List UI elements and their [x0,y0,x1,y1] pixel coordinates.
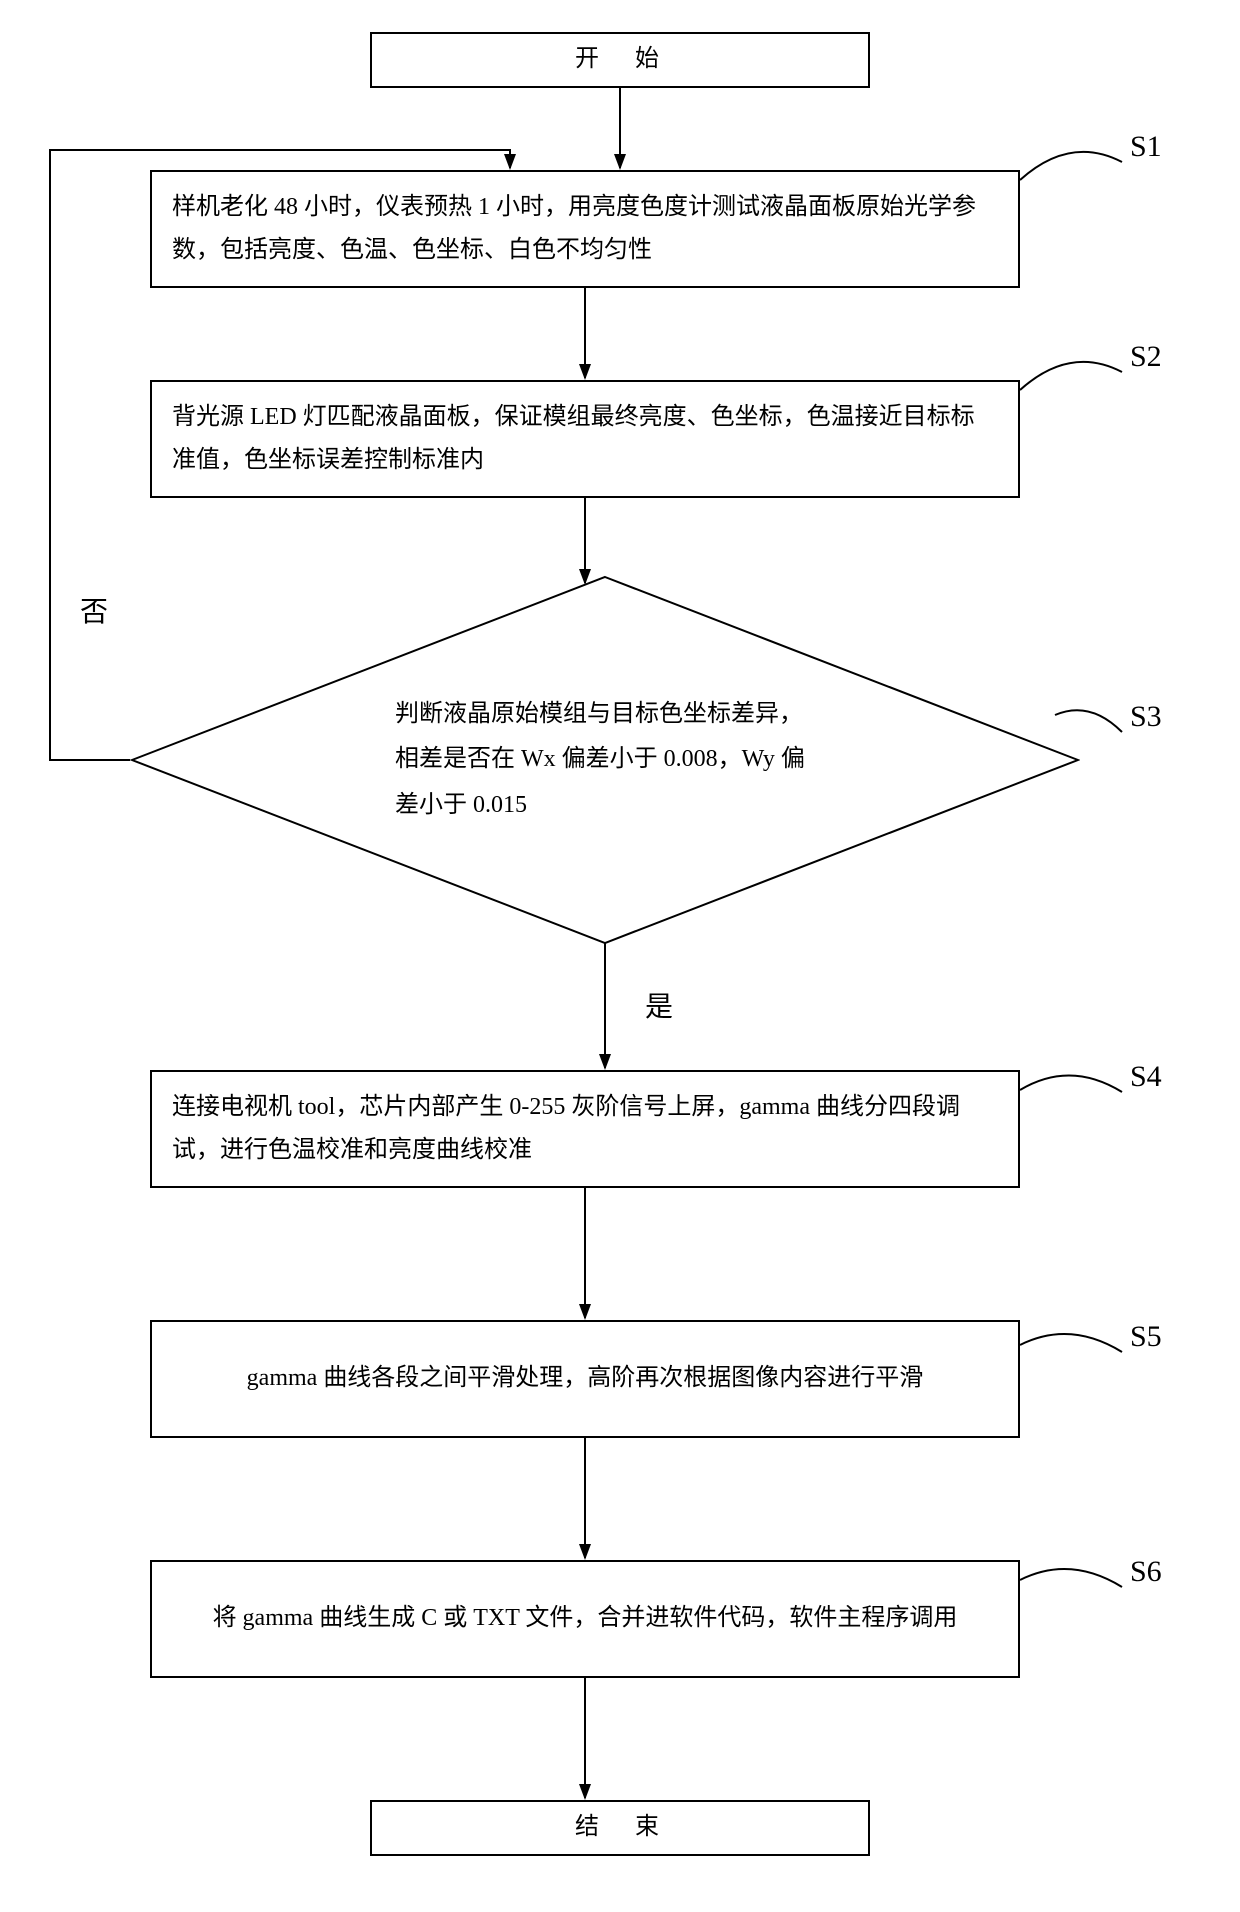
step-label-s3-text: S3 [1130,700,1162,733]
node-s5-text: gamma 曲线各段之间平滑处理，高阶再次根据图像内容进行平滑 [247,1357,924,1400]
node-s6: 将 gamma 曲线生成 C 或 TXT 文件，合并进软件代码，软件主程序调用 [150,1560,1020,1678]
node-start: 开 始 [370,32,870,88]
node-end: 结 束 [370,1800,870,1856]
node-s2-text: 背光源 LED 灯匹配液晶面板，保证模组最终亮度、色坐标，色温接近目标标准值，色… [172,396,998,482]
step-label-s1: S1 [1130,130,1162,164]
node-s4: 连接电视机 tool，芯片内部产生 0-255 灰阶信号上屏，gamma 曲线分… [150,1070,1020,1188]
node-s1-text: 样机老化 48 小时，仪表预热 1 小时，用亮度色度计测试液晶面板原始光学参数，… [172,186,998,272]
step-label-s4-text: S4 [1130,1060,1162,1093]
edge-label-yes-text: 是 [645,992,673,1023]
node-s3: 判断液晶原始模组与目标色坐标差异，相差是否在 Wx 偏差小于 0.008，Wy … [130,575,1080,945]
step-label-s2-text: S2 [1130,340,1162,373]
node-s4-text: 连接电视机 tool，芯片内部产生 0-255 灰阶信号上屏，gamma 曲线分… [172,1086,998,1172]
node-s3-text: 判断液晶原始模组与目标色坐标差异，相差是否在 Wx 偏差小于 0.008，Wy … [395,692,815,829]
step-label-s6-text: S6 [1130,1555,1162,1588]
node-start-text: 开 始 [575,38,665,81]
node-s6-text: 将 gamma 曲线生成 C 或 TXT 文件，合并进软件代码，软件主程序调用 [213,1597,958,1640]
step-label-s1-text: S1 [1130,130,1162,163]
step-label-s5: S5 [1130,1320,1162,1354]
node-s5: gamma 曲线各段之间平滑处理，高阶再次根据图像内容进行平滑 [150,1320,1020,1438]
edge-label-no: 否 [80,590,108,630]
node-s1: 样机老化 48 小时，仪表预热 1 小时，用亮度色度计测试液晶面板原始光学参数，… [150,170,1020,288]
step-label-s6: S6 [1130,1555,1162,1589]
edge-label-yes: 是 [645,985,673,1025]
edge-label-no-text: 否 [80,597,108,628]
node-end-text: 结 束 [575,1806,665,1849]
step-label-s5-text: S5 [1130,1320,1162,1353]
node-s2: 背光源 LED 灯匹配液晶面板，保证模组最终亮度、色坐标，色温接近目标标准值，色… [150,380,1020,498]
step-label-s4: S4 [1130,1060,1162,1094]
step-label-s3: S3 [1130,700,1162,734]
step-label-s2: S2 [1130,340,1162,374]
